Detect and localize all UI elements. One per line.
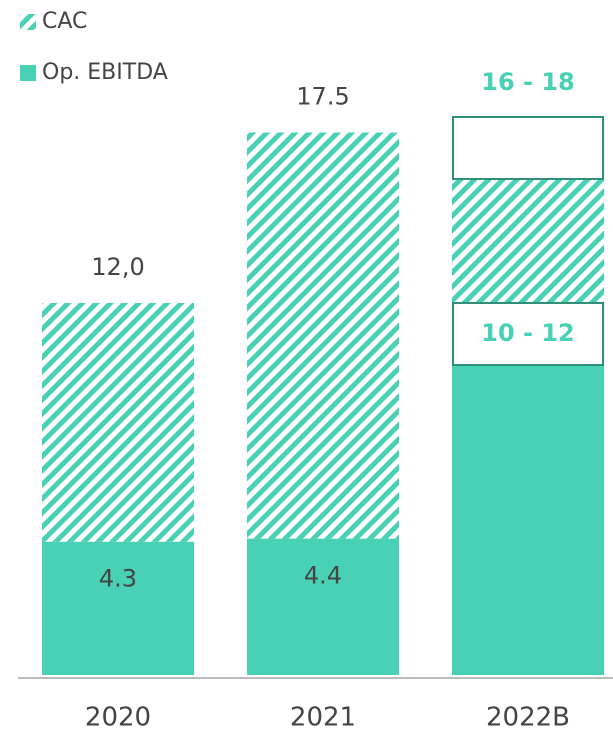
bar-segment bbox=[42, 541, 194, 675]
legend-label: Op. EBITDA bbox=[42, 60, 168, 85]
x-tick-label: 2021 bbox=[290, 703, 356, 731]
range-box bbox=[452, 116, 604, 180]
bar-segment bbox=[42, 303, 194, 542]
bar-segment bbox=[452, 365, 604, 675]
range-label: 10 - 12 bbox=[481, 319, 574, 347]
legend-label: CAC bbox=[42, 9, 87, 34]
x-tick-label: 2020 bbox=[85, 703, 151, 731]
value-label: 4.4 bbox=[304, 562, 342, 590]
value-label: 4.3 bbox=[99, 565, 137, 593]
bar-segment bbox=[452, 179, 604, 303]
total-label: 17.5 bbox=[296, 83, 349, 111]
range-label: 16 - 18 bbox=[481, 68, 574, 96]
total-label: 12,0 bbox=[91, 253, 144, 281]
legend-swatch bbox=[20, 14, 36, 30]
bar-segment bbox=[247, 538, 399, 675]
x-tick-label: 2022B bbox=[486, 703, 570, 731]
legend-swatch bbox=[20, 65, 36, 81]
bar-segment bbox=[247, 132, 399, 539]
range-box bbox=[452, 302, 604, 366]
